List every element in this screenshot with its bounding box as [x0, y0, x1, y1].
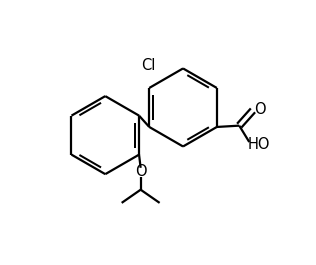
Text: O: O	[254, 101, 265, 117]
Text: HO: HO	[248, 137, 270, 152]
Text: Cl: Cl	[141, 59, 155, 73]
Text: O: O	[135, 164, 146, 179]
